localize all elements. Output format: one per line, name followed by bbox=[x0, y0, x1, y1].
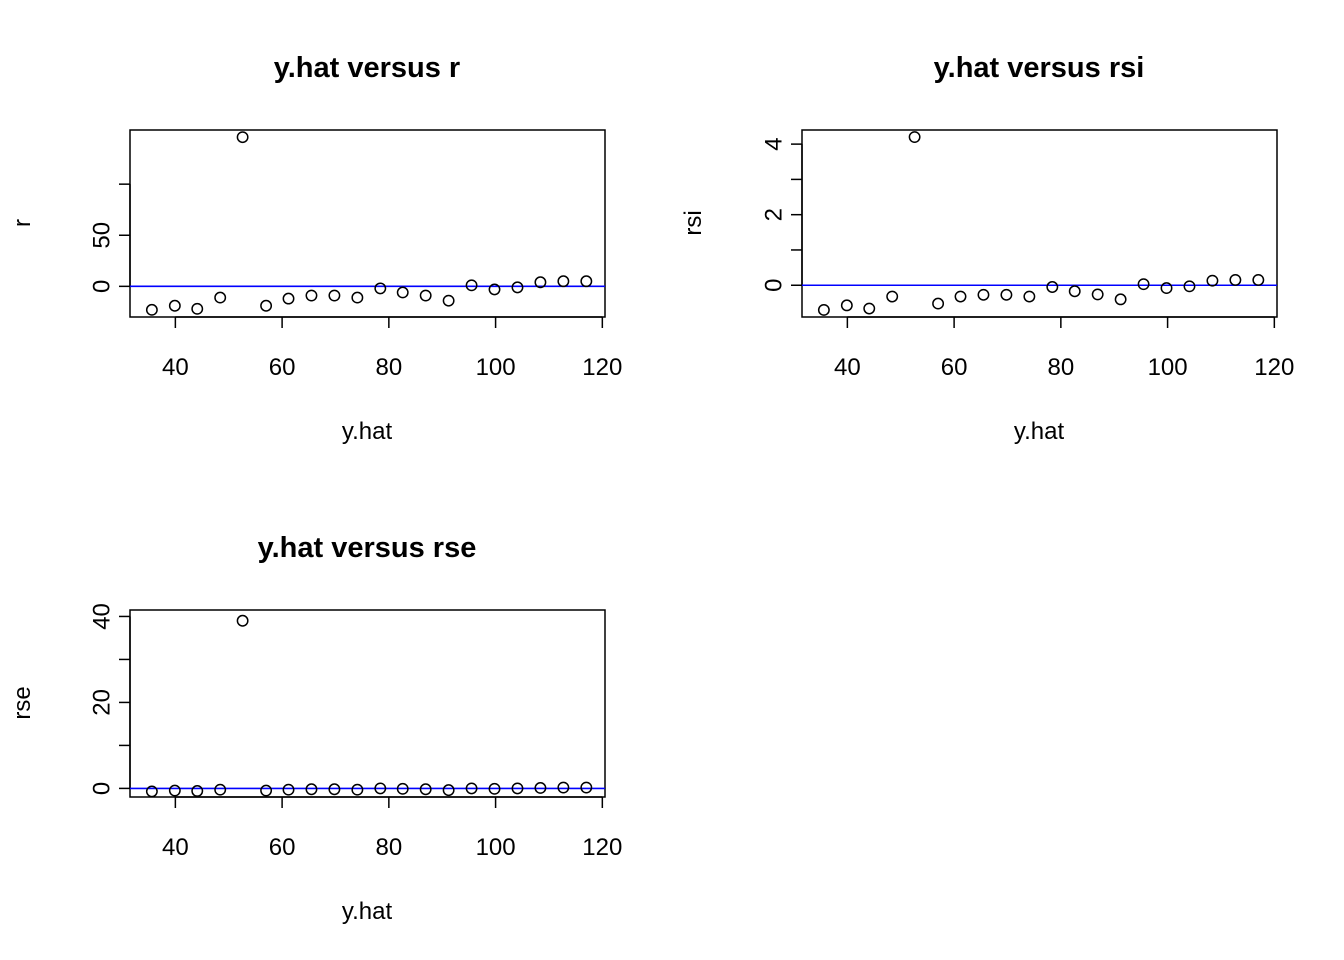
data-point bbox=[1046, 281, 1059, 293]
data-point bbox=[954, 290, 967, 303]
data-point bbox=[977, 288, 990, 301]
data-point bbox=[465, 279, 478, 292]
x-tick-label: 100 bbox=[476, 834, 516, 861]
data-point bbox=[1000, 288, 1013, 301]
data-point bbox=[282, 292, 295, 305]
y-tick-label: 50 bbox=[88, 222, 115, 249]
x-tick-label: 80 bbox=[1047, 354, 1074, 381]
data-point bbox=[236, 614, 249, 627]
data-point bbox=[351, 783, 364, 796]
chart-title: y.hat versus r bbox=[274, 52, 460, 84]
data-point bbox=[328, 783, 341, 796]
data-point bbox=[886, 290, 899, 303]
data-point bbox=[214, 291, 227, 304]
data-point bbox=[305, 289, 318, 302]
y-tick-label: 4 bbox=[760, 137, 787, 150]
data-point bbox=[511, 281, 524, 294]
x-tick-label: 100 bbox=[476, 354, 516, 381]
data-point bbox=[580, 275, 593, 288]
y-tick-label: 2 bbox=[760, 208, 787, 221]
y-tick-label: 0 bbox=[88, 280, 115, 293]
data-point bbox=[1137, 278, 1150, 291]
x-axis-label: y.hat bbox=[342, 418, 393, 445]
x-tick-label: 100 bbox=[1148, 354, 1188, 381]
x-tick-label: 60 bbox=[941, 354, 968, 381]
data-point bbox=[236, 131, 249, 144]
data-point bbox=[396, 782, 409, 795]
chart-title: y.hat versus rsi bbox=[934, 52, 1145, 84]
data-point bbox=[840, 299, 853, 312]
data-point bbox=[863, 302, 876, 315]
x-tick-label: 80 bbox=[375, 354, 402, 381]
chart-title: y.hat versus rse bbox=[258, 532, 477, 564]
x-tick-label: 40 bbox=[162, 834, 189, 861]
data-point bbox=[1091, 288, 1104, 301]
x-tick-label: 60 bbox=[269, 354, 296, 381]
x-tick-label: 120 bbox=[582, 834, 622, 861]
x-axis-label: y.hat bbox=[342, 898, 393, 925]
data-point bbox=[1160, 282, 1173, 295]
panel-rsi: y.hat versus rsi y.hat rsi 40 60 80 100 120 0… bbox=[680, 52, 1294, 445]
plot-frame bbox=[129, 609, 606, 798]
y-tick-label: 20 bbox=[88, 689, 115, 716]
data-point bbox=[511, 782, 524, 795]
x-tick-label: 80 bbox=[375, 834, 402, 861]
data-point bbox=[260, 784, 273, 797]
data-point bbox=[557, 781, 570, 794]
data-point bbox=[534, 276, 547, 289]
data-point bbox=[191, 785, 204, 797]
data-point bbox=[1068, 285, 1081, 298]
data-point bbox=[419, 289, 432, 302]
y-axis-label: r bbox=[9, 219, 36, 227]
data-point bbox=[168, 784, 181, 797]
data-point bbox=[260, 299, 273, 312]
data-point bbox=[557, 275, 570, 288]
data-point bbox=[1183, 280, 1196, 293]
x-tick-label: 40 bbox=[834, 354, 861, 381]
data-point bbox=[580, 781, 593, 794]
data-point bbox=[374, 282, 387, 295]
plot-frame bbox=[801, 129, 1278, 318]
data-point bbox=[145, 303, 158, 316]
y-tick-label: 40 bbox=[88, 603, 115, 630]
plot-frame bbox=[129, 129, 606, 318]
y-tick-label: 0 bbox=[88, 782, 115, 795]
data-point bbox=[1023, 290, 1036, 303]
data-point bbox=[817, 303, 830, 316]
data-point bbox=[488, 782, 501, 795]
data-point bbox=[328, 289, 341, 302]
data-point bbox=[168, 299, 181, 312]
data-point bbox=[465, 782, 478, 795]
data-point bbox=[419, 783, 432, 796]
data-point bbox=[191, 302, 204, 315]
y-axis-label: rsi bbox=[680, 210, 707, 235]
data-point bbox=[1206, 274, 1219, 287]
x-tick-label: 120 bbox=[582, 354, 622, 381]
y-axis-label: rse bbox=[9, 686, 36, 719]
x-axis-label: y.hat bbox=[1014, 418, 1065, 445]
data-point bbox=[396, 286, 409, 299]
data-point bbox=[282, 783, 295, 796]
data-point bbox=[908, 131, 921, 144]
panel-rse: y.hat versus rse y.hat rse 40 60 80 100 120 0… bbox=[9, 532, 622, 925]
data-point bbox=[534, 782, 547, 794]
data-point bbox=[1252, 274, 1265, 286]
x-tick-label: 40 bbox=[162, 354, 189, 381]
data-point bbox=[374, 782, 387, 795]
x-tick-label: 120 bbox=[1254, 354, 1294, 381]
x-tick-label: 60 bbox=[269, 834, 296, 861]
data-point bbox=[305, 783, 318, 796]
data-point bbox=[351, 291, 364, 304]
panel-r: y.hat versus r y.hat r 40 60 80 100 120 0 50 bbox=[9, 52, 622, 445]
data-point bbox=[145, 785, 158, 798]
data-point bbox=[214, 783, 227, 796]
y-tick-label: 0 bbox=[760, 279, 787, 292]
data-point bbox=[442, 294, 455, 307]
data-point bbox=[1114, 293, 1127, 306]
data-point bbox=[442, 784, 455, 797]
data-point bbox=[1229, 274, 1242, 286]
data-point bbox=[932, 297, 945, 310]
data-point bbox=[488, 283, 501, 296]
